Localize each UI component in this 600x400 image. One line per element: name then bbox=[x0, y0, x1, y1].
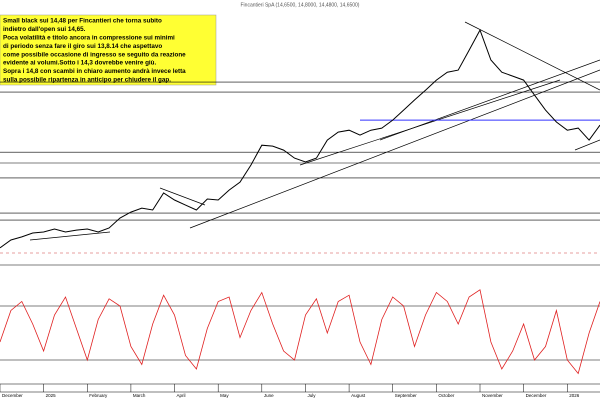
x-tick-label: 2026 bbox=[569, 393, 580, 398]
annotation-line: come possibile occasione di ingresso se … bbox=[3, 51, 186, 58]
chart-title: Fincantieri SpA (14,6500, 14,8000, 14,48… bbox=[241, 2, 360, 8]
trendline bbox=[379, 59, 600, 141]
x-tick-label: April bbox=[177, 393, 186, 398]
trendline bbox=[189, 69, 600, 229]
x-tick-label: November bbox=[482, 393, 503, 398]
trendline bbox=[464, 21, 600, 91]
price-line bbox=[0, 28, 600, 249]
trendline bbox=[574, 139, 600, 151]
trendline bbox=[299, 79, 561, 166]
annotation-line: evidente ai volumi.Sotto i 14,3 dovrebbe… bbox=[3, 60, 157, 67]
x-tick-label: 2025 bbox=[46, 393, 57, 398]
x-tick-label: June bbox=[264, 393, 274, 398]
annotation-box bbox=[0, 14, 217, 86]
x-tick-label: August bbox=[351, 393, 366, 398]
x-tick-label: May bbox=[220, 393, 229, 398]
x-tick-label: September bbox=[395, 393, 418, 398]
annotation-line: Poca volatilità e titolo ancora in compr… bbox=[3, 34, 175, 41]
x-tick-label: February bbox=[89, 393, 108, 398]
trendline bbox=[29, 231, 111, 241]
x-tick-label: December bbox=[526, 393, 547, 398]
annotation: Small black sui 14,48 per Fincantieri ch… bbox=[3, 18, 186, 84]
x-tick-label: December bbox=[2, 393, 23, 398]
annotation-line: Small black sui 14,48 per Fincantieri ch… bbox=[3, 18, 162, 25]
annotation-line: indietro dall'open sui 14,65. bbox=[3, 26, 86, 33]
annotation-line: Sopra i 14,8 con scambi in chiaro aument… bbox=[3, 68, 186, 75]
annotation-line: sulla possibile ripartenza in anticipo p… bbox=[3, 76, 171, 83]
trendline bbox=[159, 187, 206, 206]
oscillator-line bbox=[0, 289, 600, 375]
annotation-line: di periodo senza fare il giro sui 13,8.1… bbox=[3, 43, 162, 50]
x-tick-label: July bbox=[307, 393, 316, 398]
trendlines bbox=[29, 21, 600, 241]
x-tick-label: October bbox=[438, 393, 455, 398]
x-tick-label: March bbox=[133, 393, 146, 398]
